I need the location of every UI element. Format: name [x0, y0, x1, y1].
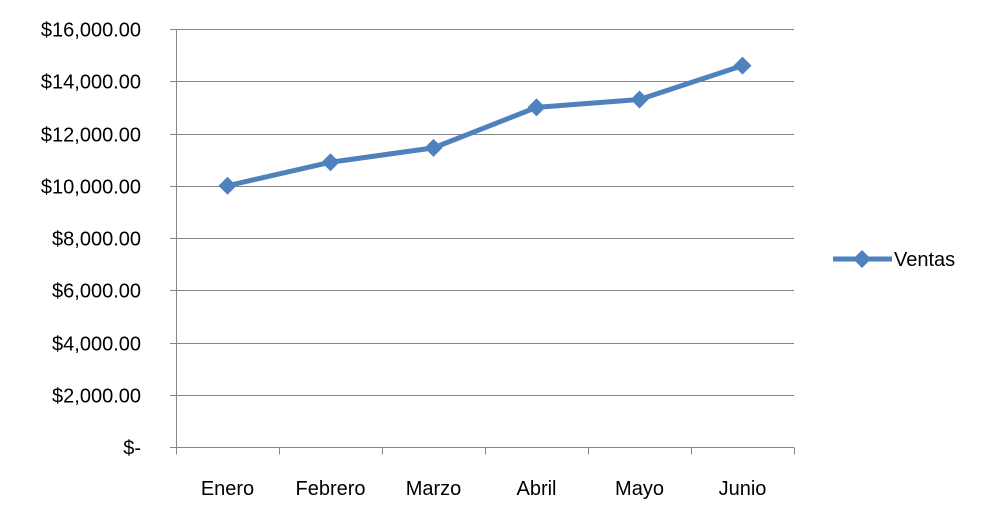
- y-tick-label: $14,000.00: [41, 72, 141, 94]
- series: [218, 56, 752, 195]
- data-point: [424, 138, 443, 157]
- y-tick-labels: $- $2,000.00 $4,000.00 $6,000.00 $8,000.00 $1…: [41, 20, 141, 460]
- gridlines: [170, 29, 794, 396]
- x-tick-label: Junio: [719, 478, 767, 500]
- y-tick-label: $-: [123, 438, 141, 460]
- data-point: [321, 153, 340, 172]
- y-tick-label: $4,000.00: [52, 334, 141, 356]
- data-point: [218, 176, 237, 195]
- data-point: [733, 56, 752, 75]
- legend-marker: [853, 250, 871, 268]
- legend: Ventas: [833, 249, 955, 271]
- series-line: [225, 63, 745, 189]
- y-tick-label: $6,000.00: [52, 281, 141, 303]
- x-tick-label: Marzo: [406, 478, 462, 500]
- legend-label: Ventas: [894, 249, 955, 271]
- y-tick-label: $16,000.00: [41, 20, 141, 42]
- y-tick-label: $10,000.00: [41, 177, 141, 199]
- data-point: [630, 90, 649, 109]
- x-tick-label: Enero: [201, 478, 254, 500]
- axes: [170, 29, 795, 455]
- y-tick-label: $2,000.00: [52, 386, 141, 408]
- y-tick-label: $8,000.00: [52, 229, 141, 251]
- x-tick-labels: Enero Febrero Marzo Abril Mayo Junio: [201, 478, 767, 500]
- x-tick-label: Mayo: [615, 478, 664, 500]
- data-point: [527, 98, 546, 117]
- y-tick-label: $12,000.00: [41, 125, 141, 147]
- x-tick-label: Febrero: [295, 478, 365, 500]
- x-tick-label: Abril: [516, 478, 556, 500]
